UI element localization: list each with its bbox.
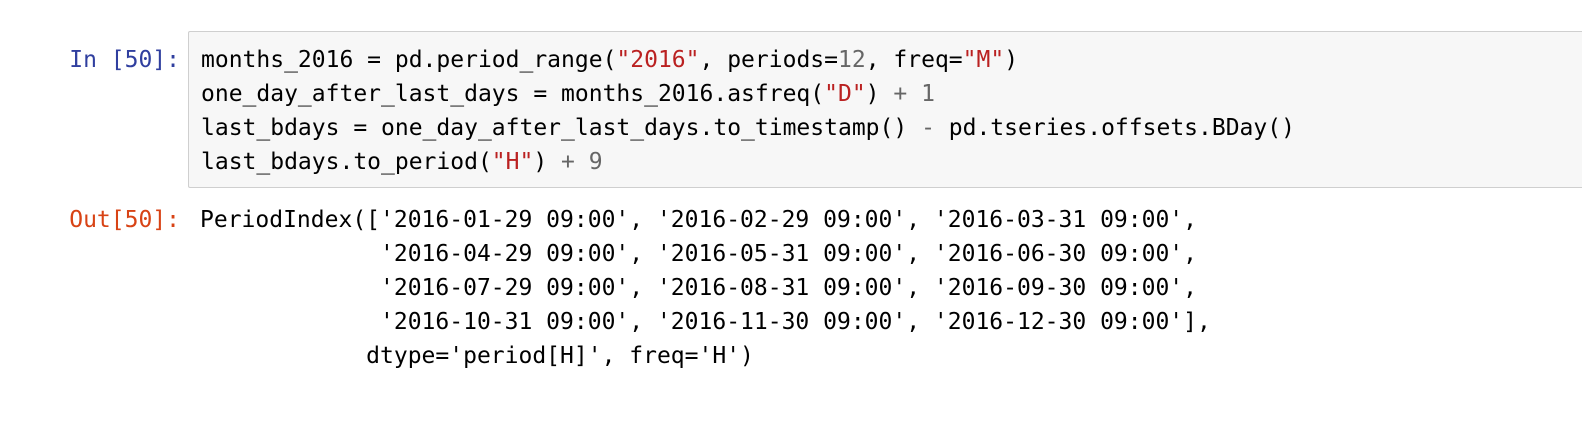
input-prompt: In [50]: — [69, 47, 180, 73]
code-token: + — [893, 81, 908, 107]
code-token: ) — [865, 81, 894, 107]
code-token: 9 — [588, 149, 603, 175]
code-line: last_bdays = one_day_after_last_days.to_… — [201, 111, 1295, 145]
code-line: one_day_after_last_days = months_2016.as… — [201, 77, 1295, 111]
code-token: + — [561, 149, 575, 175]
output-prompt: Out[50]: — [69, 207, 180, 233]
code-token: 1 — [921, 81, 935, 107]
code-token: "M" — [962, 47, 1005, 73]
code-token: "D" — [824, 81, 866, 107]
output-line: '2016-10-31 09:00', '2016-11-30 09:00', … — [200, 309, 1211, 335]
output-text: PeriodIndex(['2016-01-29 09:00', '2016-0… — [200, 203, 1211, 373]
code-content[interactable]: months_2016 = pd.period_range("2016", pe… — [201, 43, 1295, 179]
code-token: ) — [533, 149, 562, 175]
code-token: , periods= — [699, 47, 838, 73]
code-line: months_2016 = pd.period_range("2016", pe… — [201, 43, 1295, 77]
code-editor[interactable]: months_2016 = pd.period_range("2016", pe… — [188, 31, 1582, 188]
code-token: 12 — [838, 47, 866, 73]
output-line: dtype='period[H]', freq='H') — [200, 343, 754, 369]
code-token: "2016" — [616, 47, 700, 73]
code-token: - — [921, 115, 935, 141]
output-line: '2016-04-29 09:00', '2016-05-31 09:00', … — [200, 241, 1197, 267]
code-token: "H" — [491, 149, 534, 175]
code-token: one_day_after_last_days = months_2016.as… — [201, 81, 825, 107]
code-token — [575, 149, 589, 175]
output-line: PeriodIndex(['2016-01-29 09:00', '2016-0… — [200, 207, 1197, 233]
code-token: , freq= — [865, 47, 963, 73]
code-token: months_2016 = pd.period_range( — [201, 47, 617, 73]
code-token: ) — [1004, 47, 1019, 73]
code-token: last_bdays.to_period( — [201, 149, 492, 175]
code-token: last_bdays = one_day_after_last_days.to_… — [201, 115, 922, 141]
code-token: pd.tseries.offsets.BDay() — [934, 115, 1295, 141]
code-token — [907, 81, 921, 107]
output-line: '2016-07-29 09:00', '2016-08-31 09:00', … — [200, 275, 1197, 301]
code-line: last_bdays.to_period("H") + 9 — [201, 145, 1295, 179]
